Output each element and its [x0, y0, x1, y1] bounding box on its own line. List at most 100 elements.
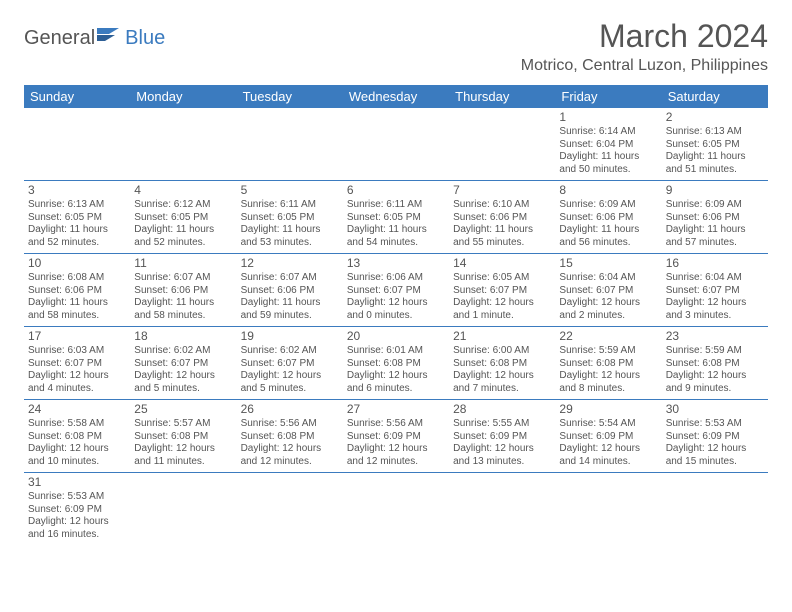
daylight-text: and 50 minutes. [559, 164, 657, 177]
daylight-text: Daylight: 12 hours [28, 516, 126, 529]
weekday-header: Sunday [24, 85, 130, 108]
sunset-text: Sunset: 6:07 PM [347, 285, 445, 298]
calendar-cell [662, 473, 768, 546]
daylight-text: and 13 minutes. [453, 456, 551, 469]
weekday-header-row: Sunday Monday Tuesday Wednesday Thursday… [24, 85, 768, 108]
calendar-cell: 26Sunrise: 5:56 AMSunset: 6:08 PMDayligh… [237, 400, 343, 473]
weekday-header: Wednesday [343, 85, 449, 108]
sunrise-text: Sunrise: 6:14 AM [559, 126, 657, 139]
calendar-cell [343, 473, 449, 546]
daylight-text: and 52 minutes. [28, 237, 126, 250]
calendar-cell [555, 473, 661, 546]
calendar-row: 31Sunrise: 5:53 AMSunset: 6:09 PMDayligh… [24, 473, 768, 546]
header: General Blue March 2024 Motrico, Central… [24, 18, 768, 81]
day-number: 3 [28, 183, 126, 198]
sunrise-text: Sunrise: 5:59 AM [666, 345, 764, 358]
daylight-text: and 0 minutes. [347, 310, 445, 323]
daylight-text: Daylight: 12 hours [241, 443, 339, 456]
daylight-text: Daylight: 12 hours [453, 443, 551, 456]
sunrise-text: Sunrise: 6:05 AM [453, 272, 551, 285]
sunrise-text: Sunrise: 5:53 AM [28, 491, 126, 504]
sunset-text: Sunset: 6:07 PM [559, 285, 657, 298]
day-number: 15 [559, 256, 657, 271]
calendar-cell [449, 108, 555, 181]
sunset-text: Sunset: 6:08 PM [28, 431, 126, 444]
daylight-text: and 58 minutes. [134, 310, 232, 323]
daylight-text: and 11 minutes. [134, 456, 232, 469]
daylight-text: and 57 minutes. [666, 237, 764, 250]
sunset-text: Sunset: 6:08 PM [453, 358, 551, 371]
sunrise-text: Sunrise: 5:54 AM [559, 418, 657, 431]
daylight-text: Daylight: 11 hours [559, 224, 657, 237]
daylight-text: and 58 minutes. [28, 310, 126, 323]
calendar-cell: 10Sunrise: 6:08 AMSunset: 6:06 PMDayligh… [24, 254, 130, 327]
day-number: 7 [453, 183, 551, 198]
sunrise-text: Sunrise: 6:11 AM [347, 199, 445, 212]
calendar-cell [237, 473, 343, 546]
sunrise-text: Sunrise: 6:07 AM [241, 272, 339, 285]
daylight-text: Daylight: 11 hours [559, 151, 657, 164]
sunrise-text: Sunrise: 5:56 AM [241, 418, 339, 431]
sunset-text: Sunset: 6:08 PM [347, 358, 445, 371]
daylight-text: Daylight: 12 hours [347, 297, 445, 310]
daylight-text: Daylight: 12 hours [559, 443, 657, 456]
day-number: 10 [28, 256, 126, 271]
day-number: 24 [28, 402, 126, 417]
daylight-text: and 55 minutes. [453, 237, 551, 250]
calendar-cell: 19Sunrise: 6:02 AMSunset: 6:07 PMDayligh… [237, 327, 343, 400]
daylight-text: Daylight: 12 hours [347, 370, 445, 383]
sunset-text: Sunset: 6:05 PM [347, 212, 445, 225]
day-number: 8 [559, 183, 657, 198]
daylight-text: Daylight: 12 hours [347, 443, 445, 456]
day-number: 30 [666, 402, 764, 417]
daylight-text: Daylight: 12 hours [666, 370, 764, 383]
calendar-cell: 28Sunrise: 5:55 AMSunset: 6:09 PMDayligh… [449, 400, 555, 473]
day-number: 13 [347, 256, 445, 271]
logo-text-2: Blue [125, 27, 165, 50]
sunset-text: Sunset: 6:07 PM [666, 285, 764, 298]
daylight-text: and 9 minutes. [666, 383, 764, 396]
page-title: March 2024 [521, 18, 768, 55]
calendar-cell: 31Sunrise: 5:53 AMSunset: 6:09 PMDayligh… [24, 473, 130, 546]
daylight-text: Daylight: 12 hours [241, 370, 339, 383]
sunrise-text: Sunrise: 6:03 AM [28, 345, 126, 358]
day-number: 5 [241, 183, 339, 198]
daylight-text: and 12 minutes. [347, 456, 445, 469]
day-number: 28 [453, 402, 551, 417]
day-number: 2 [666, 110, 764, 125]
sunrise-text: Sunrise: 5:58 AM [28, 418, 126, 431]
sunrise-text: Sunrise: 6:13 AM [666, 126, 764, 139]
sunrise-text: Sunrise: 6:02 AM [134, 345, 232, 358]
calendar-cell: 21Sunrise: 6:00 AMSunset: 6:08 PMDayligh… [449, 327, 555, 400]
daylight-text: and 2 minutes. [559, 310, 657, 323]
day-number: 22 [559, 329, 657, 344]
calendar-cell: 13Sunrise: 6:06 AMSunset: 6:07 PMDayligh… [343, 254, 449, 327]
daylight-text: Daylight: 11 hours [134, 297, 232, 310]
daylight-text: and 3 minutes. [666, 310, 764, 323]
daylight-text: Daylight: 11 hours [666, 151, 764, 164]
sunrise-text: Sunrise: 5:59 AM [559, 345, 657, 358]
calendar-cell: 7Sunrise: 6:10 AMSunset: 6:06 PMDaylight… [449, 181, 555, 254]
calendar-cell: 1Sunrise: 6:14 AMSunset: 6:04 PMDaylight… [555, 108, 661, 181]
calendar-cell: 15Sunrise: 6:04 AMSunset: 6:07 PMDayligh… [555, 254, 661, 327]
sunrise-text: Sunrise: 6:10 AM [453, 199, 551, 212]
calendar-cell: 3Sunrise: 6:13 AMSunset: 6:05 PMDaylight… [24, 181, 130, 254]
calendar-cell: 24Sunrise: 5:58 AMSunset: 6:08 PMDayligh… [24, 400, 130, 473]
calendar-row: 17Sunrise: 6:03 AMSunset: 6:07 PMDayligh… [24, 327, 768, 400]
sunset-text: Sunset: 6:08 PM [559, 358, 657, 371]
daylight-text: Daylight: 12 hours [559, 370, 657, 383]
sunset-text: Sunset: 6:05 PM [134, 212, 232, 225]
day-number: 4 [134, 183, 232, 198]
daylight-text: and 6 minutes. [347, 383, 445, 396]
sunrise-text: Sunrise: 6:04 AM [666, 272, 764, 285]
calendar-cell: 17Sunrise: 6:03 AMSunset: 6:07 PMDayligh… [24, 327, 130, 400]
daylight-text: and 5 minutes. [134, 383, 232, 396]
calendar-cell: 27Sunrise: 5:56 AMSunset: 6:09 PMDayligh… [343, 400, 449, 473]
daylight-text: and 59 minutes. [241, 310, 339, 323]
calendar-cell: 16Sunrise: 6:04 AMSunset: 6:07 PMDayligh… [662, 254, 768, 327]
daylight-text: and 8 minutes. [559, 383, 657, 396]
day-number: 12 [241, 256, 339, 271]
sunset-text: Sunset: 6:04 PM [559, 139, 657, 152]
calendar-row: 10Sunrise: 6:08 AMSunset: 6:06 PMDayligh… [24, 254, 768, 327]
sunset-text: Sunset: 6:06 PM [241, 285, 339, 298]
